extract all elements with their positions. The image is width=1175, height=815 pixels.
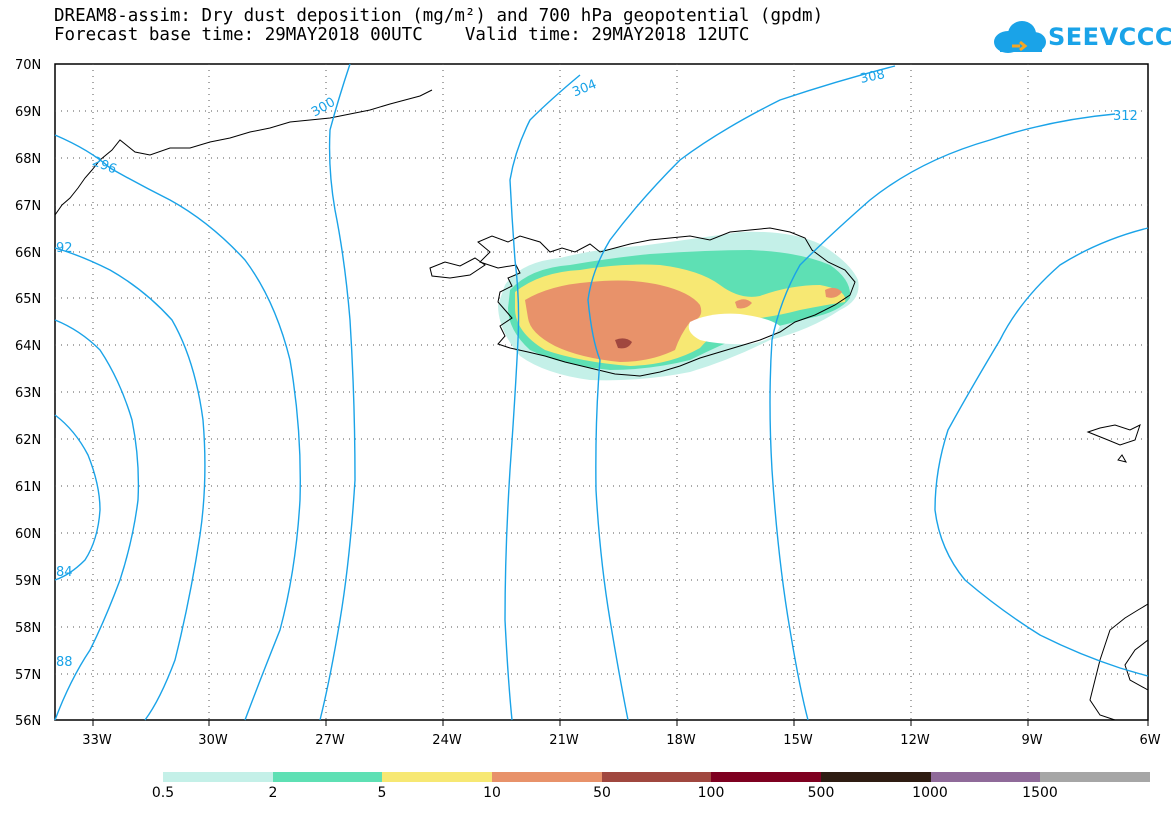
contour-288 <box>54 319 140 721</box>
contour-296 <box>54 134 301 721</box>
color-legend <box>163 772 1151 782</box>
lon-label-30w: 30W <box>198 733 228 748</box>
glacier-area <box>688 313 780 345</box>
lon-label-18w: 18W <box>666 733 696 748</box>
ticks <box>92 720 1149 726</box>
legend-label-6: 500 <box>807 785 835 801</box>
lat-label-62n: 62N <box>15 433 41 448</box>
iceland-coastline <box>477 227 856 377</box>
lon-label-6w: 6W <box>1139 733 1160 748</box>
contour-label-284: 84 <box>56 565 73 580</box>
legend-label-3: 10 <box>483 785 501 801</box>
contour-284 <box>54 414 101 581</box>
legend-label-7: 1000 <box>912 785 948 801</box>
geopotential-contours <box>54 63 1149 721</box>
legend-swatch-7 <box>930 772 1041 782</box>
seevccc-logo: SEEVCCC <box>990 18 1173 58</box>
latitude-labels: 70N 69N 68N 67N 66N 65N 64N 63N 62N 61N … <box>15 58 41 729</box>
grid <box>55 64 1148 720</box>
legend-swatch-2 <box>382 772 493 782</box>
contour-316 <box>934 227 1149 677</box>
scotland-west-coast <box>1124 639 1149 691</box>
dust-band-10 <box>525 280 702 362</box>
lat-label-64n: 64N <box>15 339 41 354</box>
legend-label-1: 2 <box>268 785 278 801</box>
lat-label-57n: 57N <box>15 668 41 683</box>
lat-label-65n: 65N <box>15 292 41 307</box>
legend-swatch-0 <box>163 772 273 782</box>
legend-swatch-5 <box>711 772 822 782</box>
legend-swatch-6 <box>821 772 931 782</box>
contour-312 <box>769 113 1116 721</box>
legend-label-4: 50 <box>593 785 611 801</box>
legend-swatch-3 <box>492 772 602 782</box>
iceland-westfjords <box>429 257 486 279</box>
contour-292 <box>54 247 206 721</box>
lon-label-24w: 24W <box>432 733 462 748</box>
lat-label-56n: 56N <box>15 714 41 729</box>
lat-label-66n: 66N <box>15 246 41 261</box>
lon-label-12w: 12W <box>900 733 930 748</box>
lon-label-27w: 27W <box>315 733 345 748</box>
greenland-coastline <box>54 89 433 216</box>
legend-label-5: 100 <box>697 785 725 801</box>
contour-308 <box>587 65 896 721</box>
title-line-1: DREAM8-assim: Dry dust deposition (mg/m²… <box>54 6 824 26</box>
title-line-2: Forecast base time: 29MAY2018 00UTC Vali… <box>54 25 750 45</box>
contour-label-304: 304 <box>570 77 599 100</box>
lat-label-59n: 59N <box>15 574 41 589</box>
lon-label-33w: 33W <box>82 733 112 748</box>
contour-label-288: 88 <box>56 655 73 670</box>
dust-patch-east <box>735 299 752 309</box>
faroe-islands <box>1086 424 1141 446</box>
longitude-labels: 33W 30W 27W 24W 21W 18W 15W 12W 9W 6W <box>82 733 1160 748</box>
contour-label-308: 308 <box>859 67 886 87</box>
lat-label-63n: 63N <box>15 386 41 401</box>
legend-swatch-1 <box>272 772 383 782</box>
legend-swatch-4 <box>601 772 712 782</box>
legend-label-2: 5 <box>377 785 387 801</box>
legend-swatch-8 <box>1040 772 1151 782</box>
dust-patch-far-east <box>825 287 842 298</box>
lat-label-58n: 58N <box>15 621 41 636</box>
contour-label-296: 296 <box>90 154 119 177</box>
shetland-islands <box>1117 454 1128 463</box>
contour-300 <box>319 63 356 721</box>
scotland-coastline <box>1089 603 1149 721</box>
lat-label-61n: 61N <box>15 480 41 495</box>
lat-label-70n: 70N <box>15 58 41 73</box>
contour-label-312: 312 <box>1113 109 1138 124</box>
lon-label-9w: 9W <box>1021 733 1042 748</box>
coastlines <box>54 89 1149 721</box>
legend-label-8: 1500 <box>1022 785 1058 801</box>
lon-label-21w: 21W <box>549 733 579 748</box>
logo-text: SEEVCCC <box>1048 23 1173 51</box>
lat-label-68n: 68N <box>15 152 41 167</box>
dust-band-50 <box>615 338 632 349</box>
lat-label-60n: 60N <box>15 527 41 542</box>
lon-label-15w: 15W <box>783 733 813 748</box>
lat-label-67n: 67N <box>15 199 41 214</box>
contour-304 <box>504 74 581 721</box>
legend-label-0: 0.5 <box>151 785 175 801</box>
legend-labels: 0.5 2 5 10 50 100 500 1000 1500 <box>0 785 1175 805</box>
contour-label-292: 92 <box>56 241 73 256</box>
cloud-icon <box>994 21 1046 53</box>
lat-label-69n: 69N <box>15 105 41 120</box>
